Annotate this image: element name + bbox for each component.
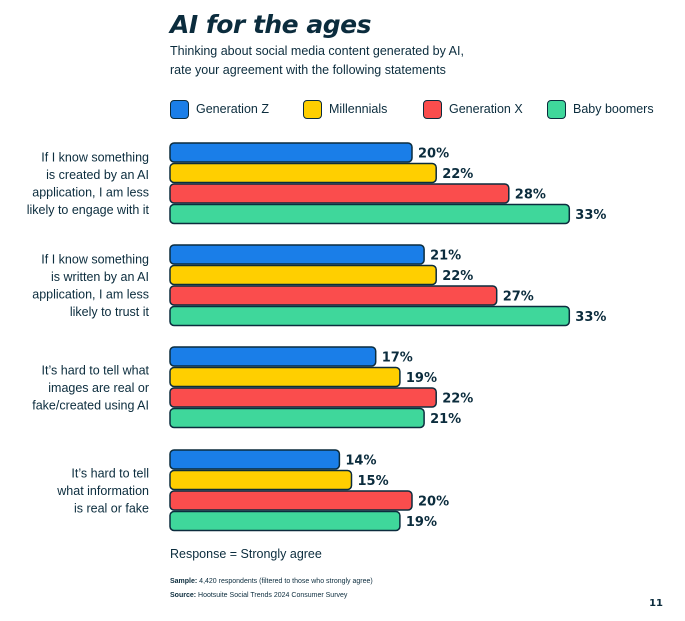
source-note-label: Source: xyxy=(170,592,197,599)
data-label: 19% xyxy=(406,371,437,386)
category-label: It’s hard to tell what xyxy=(42,363,150,377)
category-label: images are real or xyxy=(48,381,149,395)
legend-item-generation-x: Generation X xyxy=(423,96,523,122)
data-label: 20% xyxy=(418,147,449,162)
data-label: 22% xyxy=(442,392,473,407)
legend-swatch-baby-boomers xyxy=(547,99,566,119)
category-label: likely to trust it xyxy=(70,305,150,319)
bar xyxy=(169,366,401,388)
source-note-text: Hootsuite Social Trends 2024 Consumer Su… xyxy=(196,592,348,599)
sample-note: Sample: 4,420 respondents (filtered to t… xyxy=(170,578,373,585)
data-label: 19% xyxy=(406,515,437,530)
data-label: 33% xyxy=(575,208,606,223)
response-note: Response = Strongly agree xyxy=(170,547,322,561)
category-label: If I know something xyxy=(41,151,149,165)
chart-title: AI for the ages xyxy=(170,10,371,39)
data-label: 28% xyxy=(515,188,546,203)
chart-subtitle-line-2: rate your agreement with the following s… xyxy=(170,63,446,77)
bar xyxy=(169,305,571,327)
bar xyxy=(169,244,425,265)
legend-item-millennials: Millennials xyxy=(303,96,387,122)
sample-note-label: Sample: xyxy=(170,578,198,585)
source-note: Source: Hootsuite Social Trends 2024 Con… xyxy=(170,592,347,599)
legend-label-generation-x: Generation X xyxy=(449,102,523,116)
data-label: 22% xyxy=(442,269,473,284)
data-label: 14% xyxy=(345,454,376,469)
data-label: 21% xyxy=(430,249,461,264)
category-label: It’s hard to tell xyxy=(71,466,149,480)
bar xyxy=(169,407,425,429)
data-label: 21% xyxy=(430,412,461,427)
bar xyxy=(169,449,341,470)
bar xyxy=(169,285,498,306)
data-label: 22% xyxy=(442,167,473,182)
bar xyxy=(169,264,437,286)
bar xyxy=(169,183,510,204)
legend-swatch-millennials xyxy=(303,99,322,119)
page-number: 11 xyxy=(649,598,663,609)
category-label: what information xyxy=(56,484,149,498)
category-label: application, I am less xyxy=(32,186,149,200)
legend-label-millennials: Millennials xyxy=(329,102,388,116)
legend-swatch-generation-z xyxy=(170,99,189,119)
bar xyxy=(169,346,377,367)
bar xyxy=(169,469,353,491)
data-label: 20% xyxy=(418,495,449,510)
bar xyxy=(169,387,437,408)
category-label: is created by an AI xyxy=(46,168,149,182)
legend-label-generation-z: Generation Z xyxy=(196,102,269,116)
bar xyxy=(169,142,413,163)
bar xyxy=(169,162,437,184)
legend-item-generation-z: Generation Z xyxy=(170,96,269,122)
bar xyxy=(169,490,413,511)
category-label: likely to engage with it xyxy=(27,203,150,217)
legend: Generation Z Millennials Generation X Ba… xyxy=(170,96,685,122)
data-label: 15% xyxy=(358,474,389,489)
category-label: If I know something xyxy=(41,253,149,267)
category-label: application, I am less xyxy=(32,288,149,302)
data-label: 17% xyxy=(382,351,413,366)
sample-note-text: 4,420 respondents (filtered to those who… xyxy=(197,578,373,585)
legend-label-baby-boomers: Baby boomers xyxy=(573,102,654,116)
chart-subtitle-line-1: Thinking about social media content gene… xyxy=(170,44,464,58)
category-label: is real or fake xyxy=(74,501,149,515)
bar xyxy=(169,510,401,532)
data-label: 27% xyxy=(503,290,534,305)
bar xyxy=(169,203,571,225)
category-label: is written by an AI xyxy=(51,270,149,284)
category-label: fake/created using AI xyxy=(32,398,149,412)
legend-item-baby-boomers: Baby boomers xyxy=(547,96,654,122)
data-label: 33% xyxy=(575,310,606,325)
legend-swatch-generation-x xyxy=(423,99,442,119)
